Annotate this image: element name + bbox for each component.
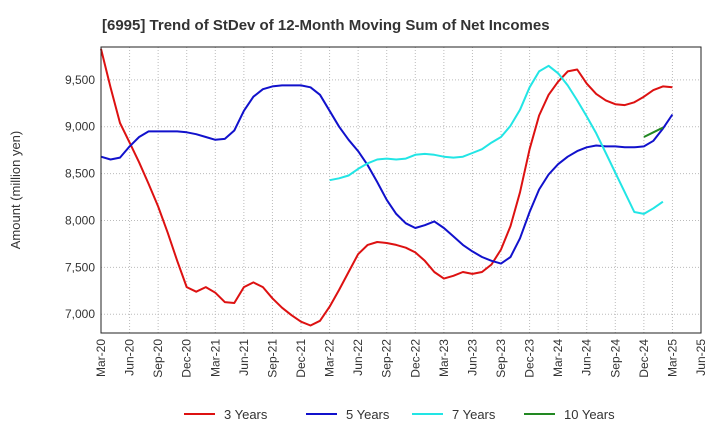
series-lines: [100, 48, 674, 327]
series-line-3-years: [100, 48, 673, 327]
grid-lines: [100, 47, 702, 333]
x-tick-label: Mar-20: [94, 339, 108, 377]
x-tick-label: Mar-25: [665, 339, 679, 377]
x-tick-label: Mar-24: [551, 339, 565, 377]
x-tick-label: Mar-21: [208, 339, 222, 377]
x-tick-label: Sep-20: [151, 339, 165, 378]
x-tick-label: Jun-24: [580, 339, 594, 376]
x-tick-label: Sep-24: [608, 339, 622, 378]
x-tick-label: Jun-22: [351, 339, 365, 376]
legend-label: 7 Years: [452, 407, 496, 422]
legend-label: 3 Years: [224, 407, 268, 422]
x-tick-label: Mar-22: [323, 339, 337, 377]
y-tick-label: 9,500: [65, 73, 95, 87]
legend: 3 Years 5 Years 7 Years 10 Years: [184, 407, 615, 422]
y-tick-label: 9,000: [65, 120, 95, 134]
series-line-5-years: [100, 84, 674, 265]
x-tick-labels: Mar-20 Jun-20 Sep-20 Dec-20 Mar-21 Jun-21 Sep-…: [94, 339, 708, 378]
series-line-7-years: [329, 64, 664, 215]
x-tick-label: Sep-21: [265, 339, 279, 378]
x-tick-label: Jun-21: [237, 339, 251, 376]
legend-label: 10 Years: [564, 407, 615, 422]
x-tick-label: Dec-20: [180, 339, 194, 378]
x-tick-label: Jun-20: [123, 339, 137, 376]
x-tick-label: Dec-24: [637, 339, 651, 378]
x-tick-label: Dec-21: [294, 339, 308, 378]
legend-label: 5 Years: [346, 407, 390, 422]
x-tick-label: Dec-23: [523, 339, 537, 378]
x-tick-label: Sep-22: [380, 339, 394, 378]
plot-frame: [100, 46, 702, 334]
x-tick-label: Jun-23: [465, 339, 479, 376]
x-tick-label: Dec-22: [408, 339, 422, 378]
y-tick-label: 7,500: [65, 260, 95, 274]
x-tick-label: Sep-23: [494, 339, 508, 378]
chart-title: [6995] Trend of StDev of 12-Month Moving…: [102, 17, 550, 34]
plot-area: [101, 47, 701, 333]
y-tick-labels: 7,000 7,500 8,000 8,500 9,000 9,500: [65, 73, 95, 321]
x-tick-label: Mar-23: [437, 339, 451, 377]
y-tick-label: 8,500: [65, 167, 95, 181]
y-axis-title: Amount (million yen): [8, 131, 23, 250]
series-line-10-years: [643, 126, 664, 138]
x-tick-label: Jun-25: [694, 339, 708, 376]
y-tick-label: 8,000: [65, 213, 95, 227]
y-tick-label: 7,000: [65, 307, 95, 321]
